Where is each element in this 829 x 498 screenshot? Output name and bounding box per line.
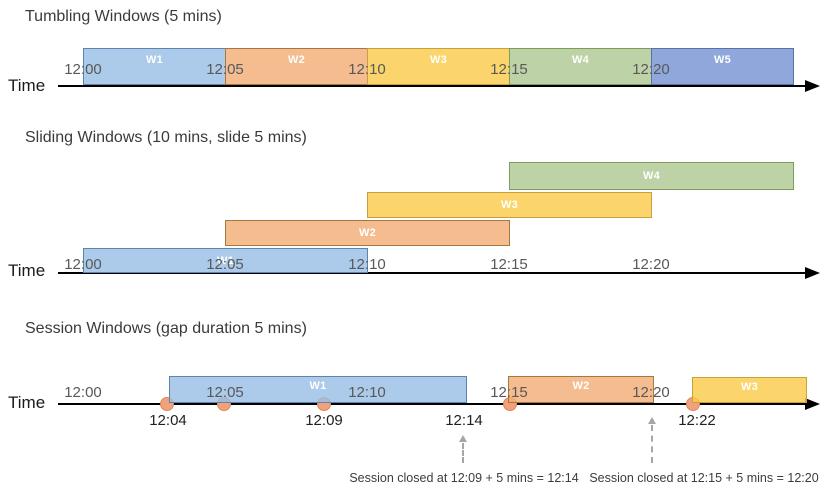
tick-label: 12:10 [348,256,386,273]
time-axis [58,272,807,274]
tick-label: 12:00 [64,256,102,273]
annotation-arrow-stem [462,443,464,463]
annotation-arrow-icon [648,417,656,424]
session-close-annotation: Session closed at 12:15 + 5 mins = 12:20 [589,471,819,485]
section-title: Tumbling Windows (5 mins) [25,8,222,25]
window-label: W2 [287,54,306,66]
time-axis [58,85,807,87]
window-label: W1 [309,380,327,392]
tick-label: 12:00 [64,384,102,401]
window-w2: W2 [508,376,654,403]
window-close-time-label: 12:14 [445,412,483,429]
annotation-arrow-stem [651,425,653,463]
window-label: W2 [358,227,377,239]
tick-label: 12:15 [490,384,528,401]
tick-label: 12:15 [490,256,528,273]
section-title: Session Windows (gap duration 5 mins) [25,320,307,337]
tick-label: 12:20 [632,61,670,78]
window-w1: W1 [169,376,467,403]
tick-label: 12:20 [632,384,670,401]
time-axis-label: Time [8,76,46,95]
window-label: W3 [429,54,448,66]
time-axis-label: Time [8,393,46,412]
tick-label: 12:10 [348,61,386,78]
tick-label: 12:05 [206,384,244,401]
window-w2: W2 [225,220,510,246]
tick-label: 12:00 [64,61,102,78]
axis-arrowhead-icon [805,398,820,410]
window-label: W1 [145,54,164,66]
window-label: W4 [642,170,661,182]
session-close-annotation: Session closed at 12:09 + 5 mins = 12:14 [349,471,579,485]
tick-label: 12:15 [490,61,528,78]
window-w3: W3 [692,377,807,403]
tick-label: 12:05 [206,61,244,78]
annotation-arrow-icon [459,435,467,442]
tick-label: 12:10 [348,384,386,401]
window-w4: W4 [509,162,794,190]
window-w2: W2 [225,48,368,85]
window-label: W3 [740,381,759,393]
time-axis-label: Time [8,261,46,280]
window-label: W2 [572,380,590,392]
window-label: W5 [713,54,732,66]
window-w5: W5 [651,48,794,85]
event-time-label: 12:04 [149,412,187,429]
axis-arrowhead-icon [805,80,820,92]
window-w1: W1 [83,48,226,85]
window-label: W4 [571,54,590,66]
time-axis [58,403,807,405]
section-title: Sliding Windows (10 mins, slide 5 mins) [25,129,307,146]
window-w1: W1 [83,248,368,273]
window-label: W1 [216,254,235,267]
window-label: W3 [500,199,519,211]
tick-label: 12:20 [632,256,670,273]
axis-arrowhead-icon [805,267,820,279]
window-w3: W3 [367,192,652,218]
window-w4: W4 [509,48,652,85]
event-time-label: 12:09 [305,412,343,429]
window-w3: W3 [367,48,510,85]
tick-label: 12:05 [206,256,244,273]
event-time-label: 12:22 [678,412,716,429]
